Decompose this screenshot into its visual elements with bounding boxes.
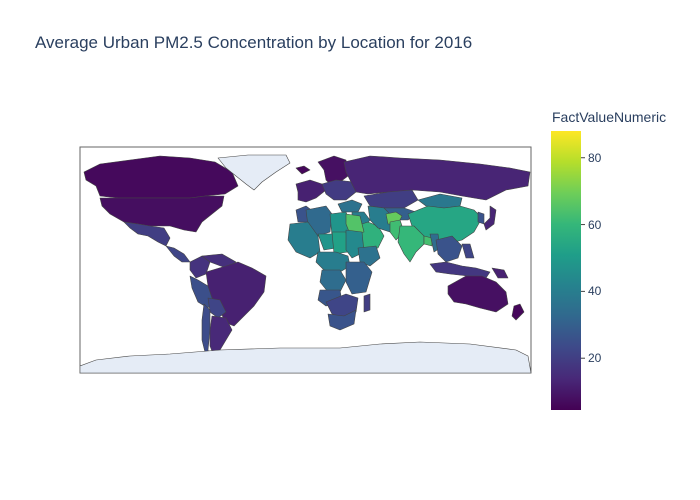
region-iceland[interactable] [295,165,311,175]
region-west-africa[interactable] [287,221,321,259]
region-madagascar[interactable] [363,293,371,313]
region-central-africa[interactable] [315,251,351,273]
colorbar-ticks [581,157,585,359]
region-greenland[interactable] [217,154,291,191]
region-papua-new-guinea[interactable] [491,267,509,279]
region-australia[interactable] [447,275,509,313]
land-layer [80,154,531,373]
region-western-europe[interactable] [295,179,327,203]
region-turkey[interactable] [337,199,363,213]
region-bangladesh[interactable] [423,235,433,247]
colorbar [551,131,581,410]
colorbar-tick-40: 40 [588,284,602,299]
region-ethiopia[interactable] [357,245,381,267]
region-japan[interactable] [483,205,497,231]
chart-title: Average Urban PM2.5 Concentration by Loc… [35,33,473,52]
colorbar-tick-60: 60 [588,217,602,232]
colorbar-tick-80: 80 [588,150,602,165]
region-philippines[interactable] [461,243,475,259]
region-new-zealand[interactable] [511,303,525,321]
region-russia[interactable] [343,155,531,201]
region-india[interactable] [397,225,425,263]
region-antarctica[interactable] [80,341,531,373]
region-chad[interactable] [331,231,349,255]
region-southeast-asia[interactable] [435,235,463,263]
region-eastern-europe[interactable] [321,179,357,201]
region-korea[interactable] [477,211,485,225]
region-canada[interactable] [83,155,239,199]
region-east-africa[interactable] [345,261,373,295]
region-south-africa[interactable] [327,309,357,331]
colorbar-title: FactValueNumeric [552,109,667,125]
colorbar-tick-20: 20 [588,351,602,366]
region-indonesia[interactable] [429,261,491,279]
